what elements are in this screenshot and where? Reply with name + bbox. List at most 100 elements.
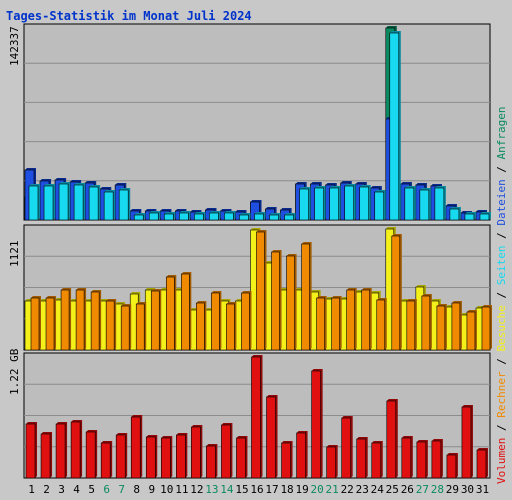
day-label-23: 23 xyxy=(356,483,369,496)
legend-pages: Seiten xyxy=(495,246,508,286)
y-max-label-1: 142337 xyxy=(8,26,21,66)
bar-pages-day-3 xyxy=(58,183,69,221)
bar-kbytes-day-15 xyxy=(236,437,246,479)
bar-kbytes-day-9 xyxy=(145,436,156,479)
legend-files: Dateien xyxy=(495,179,508,225)
bar-pages-day-11 xyxy=(179,212,189,221)
bar-kbytes-day-12 xyxy=(191,426,201,479)
legend-separator: / xyxy=(495,418,508,438)
bar-kbytes-day-20 xyxy=(311,370,321,479)
bar-sites-day-12 xyxy=(196,302,205,351)
bar-kbytes-day-14 xyxy=(221,424,231,479)
bar-pages-day-21 xyxy=(329,187,339,221)
day-label-25: 25 xyxy=(386,483,399,496)
bar-sites-day-11 xyxy=(181,273,190,351)
bar-pages-day-6 xyxy=(103,191,114,221)
bar-kbytes-day-6 xyxy=(100,442,111,479)
day-label-1: 1 xyxy=(28,483,35,496)
bar-sites-day-7 xyxy=(120,305,130,351)
day-label-18: 18 xyxy=(280,483,293,496)
bar-kbytes-day-27 xyxy=(416,441,427,479)
legend-sites: Rechner xyxy=(495,371,508,418)
bar-sites-day-16 xyxy=(256,231,265,351)
bar-pages-day-31 xyxy=(479,213,490,221)
bar-pages-day-29 xyxy=(449,208,460,221)
bar-sites-day-1 xyxy=(30,297,40,351)
day-label-3: 3 xyxy=(58,483,65,496)
day-label-24: 24 xyxy=(371,483,385,496)
bar-pages-day-7 xyxy=(118,189,129,221)
bar-sites-day-24 xyxy=(376,299,386,351)
bar-kbytes-day-7 xyxy=(115,434,126,479)
bar-sites-day-5 xyxy=(90,291,100,351)
bar-pages-day-26 xyxy=(404,187,415,221)
bar-sites-day-17 xyxy=(271,251,280,351)
bar-pages-day-2 xyxy=(43,185,54,221)
day-label-7: 7 xyxy=(118,483,125,496)
day-label-20: 20 xyxy=(311,483,324,496)
bar-kbytes-day-8 xyxy=(130,416,141,479)
bar-kbytes-day-31 xyxy=(476,449,487,479)
bar-kbytes-day-28 xyxy=(431,440,442,479)
bar-pages-day-15 xyxy=(239,214,249,221)
bar-pages-day-22 xyxy=(344,185,354,221)
day-label-17: 17 xyxy=(265,483,278,496)
chart-title: Tages-Statistik im Monat Juli 2024 xyxy=(6,9,252,23)
bar-pages-day-8 xyxy=(133,214,144,221)
bar-sites-day-20 xyxy=(316,297,325,351)
bar-sites-day-28 xyxy=(436,305,446,351)
bar-kbytes-day-4 xyxy=(70,421,81,479)
legend-separator: / xyxy=(495,285,508,305)
bar-pages-day-18 xyxy=(284,214,294,221)
bar-sites-day-4 xyxy=(75,289,85,351)
bar-kbytes-day-19 xyxy=(296,432,306,479)
bar-sites-day-2 xyxy=(45,297,55,351)
bar-sites-day-19 xyxy=(301,243,310,351)
legend-separator: / xyxy=(495,159,508,179)
bar-kbytes-day-29 xyxy=(446,454,457,479)
day-label-2: 2 xyxy=(43,483,50,496)
day-label-30: 30 xyxy=(461,483,474,496)
bar-kbytes-day-3 xyxy=(55,423,66,479)
bar-kbytes-day-30 xyxy=(461,406,472,479)
bar-kbytes-day-2 xyxy=(40,433,51,479)
bar-pages-day-23 xyxy=(359,186,370,221)
legend-visits: Besuche xyxy=(495,305,508,351)
bar-pages-day-13 xyxy=(209,212,219,221)
bar-kbytes-day-17 xyxy=(266,396,276,479)
bar-sites-day-22 xyxy=(346,289,355,351)
bar-pages-day-12 xyxy=(194,213,204,221)
day-label-6: 6 xyxy=(103,483,110,496)
legend-hits: Anfragen xyxy=(495,106,508,159)
bar-pages-day-10 xyxy=(163,213,174,221)
day-label-31: 31 xyxy=(476,483,489,496)
day-label-21: 21 xyxy=(326,483,339,496)
bar-pages-day-27 xyxy=(419,189,430,221)
day-label-11: 11 xyxy=(175,483,188,496)
bar-kbytes-day-21 xyxy=(326,446,336,479)
bar-kbytes-day-18 xyxy=(281,442,291,479)
bar-sites-day-9 xyxy=(150,290,160,351)
bar-kbytes-day-5 xyxy=(85,431,96,479)
bar-pages-day-9 xyxy=(148,212,159,221)
bar-sites-day-26 xyxy=(406,300,416,351)
bar-sites-day-3 xyxy=(60,289,70,351)
bar-sites-day-10 xyxy=(165,276,175,351)
bar-kbytes-day-26 xyxy=(401,437,412,479)
legend-separator: / xyxy=(495,352,508,372)
bar-pages-day-16 xyxy=(254,213,264,221)
bar-pages-day-14 xyxy=(224,212,234,221)
legend-kbytes: Volumen xyxy=(495,438,508,484)
bar-kbytes-day-10 xyxy=(160,437,171,479)
bar-kbytes-day-1 xyxy=(25,423,36,479)
bar-pages-day-4 xyxy=(73,184,84,221)
legend: Volumen / Rechner / Besuche / Seiten / D… xyxy=(495,106,508,484)
bar-sites-day-13 xyxy=(211,292,220,351)
bar-sites-day-14 xyxy=(226,303,235,351)
day-label-27: 27 xyxy=(416,483,429,496)
bar-pages-day-28 xyxy=(434,187,445,221)
bar-sites-day-18 xyxy=(286,255,295,351)
bar-kbytes-day-22 xyxy=(341,417,351,479)
bar-pages-day-20 xyxy=(314,187,324,221)
